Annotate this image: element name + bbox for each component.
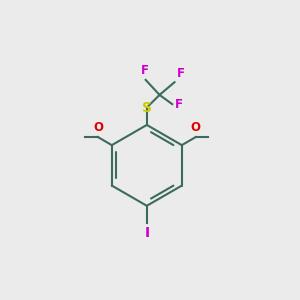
Text: I: I: [144, 226, 149, 240]
Text: O: O: [191, 121, 201, 134]
Text: S: S: [142, 100, 152, 115]
Text: F: F: [175, 98, 183, 111]
Text: O: O: [93, 121, 103, 134]
Text: F: F: [140, 64, 148, 77]
Text: F: F: [177, 67, 185, 80]
